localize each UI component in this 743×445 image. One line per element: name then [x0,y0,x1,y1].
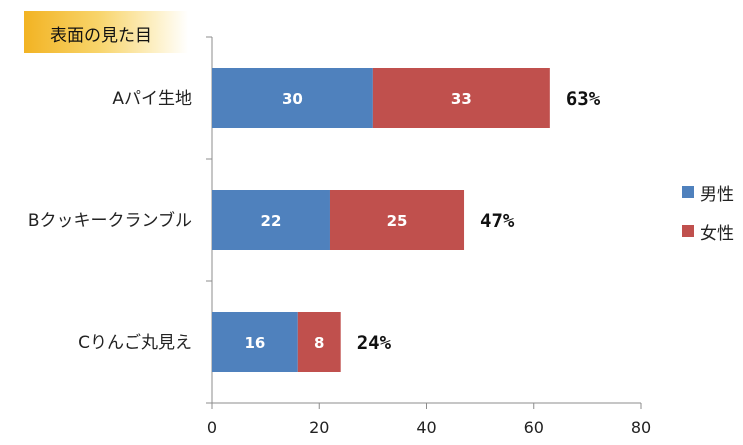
category-label: Aパイ生地 [112,89,192,109]
bar-segment [329,190,465,250]
legend-item-male: 男性 [682,181,734,205]
total-label: 63% [566,88,601,110]
bar-value-label: 33 [451,90,472,108]
bar-value-label: 25 [387,212,408,230]
bar-segment [372,68,550,128]
x-tick-label: 80 [631,418,651,437]
x-tick-label: 0 [207,418,217,437]
legend-swatch-male [682,186,694,198]
x-tick-label: 40 [416,418,436,437]
bar-value-label: 16 [244,334,265,352]
bar-segment [212,68,373,128]
bar-segment [212,312,298,372]
x-tick-label: 20 [309,418,329,437]
bar-value-label: 30 [282,90,303,108]
category-label: Bクッキークランブル [28,210,192,231]
legend-label-female: 女性 [700,223,734,244]
bar-segment [212,190,330,250]
legend-label-male: 男性 [700,184,734,205]
bar-segment [297,312,341,372]
chart-title: 表面の見た目 [50,26,152,46]
legend-swatch-female [682,225,694,237]
category-label: Cりんご丸見え [78,333,192,353]
bar-value-label: 22 [261,212,282,230]
total-label: 24% [357,332,392,354]
total-label: 47% [480,210,515,232]
legend-item-female: 女性 [682,220,734,244]
legend: 男性 女性 [682,181,734,259]
x-tick-label: 60 [524,418,544,437]
bar-value-label: 8 [314,334,324,352]
title-badge [24,11,188,53]
